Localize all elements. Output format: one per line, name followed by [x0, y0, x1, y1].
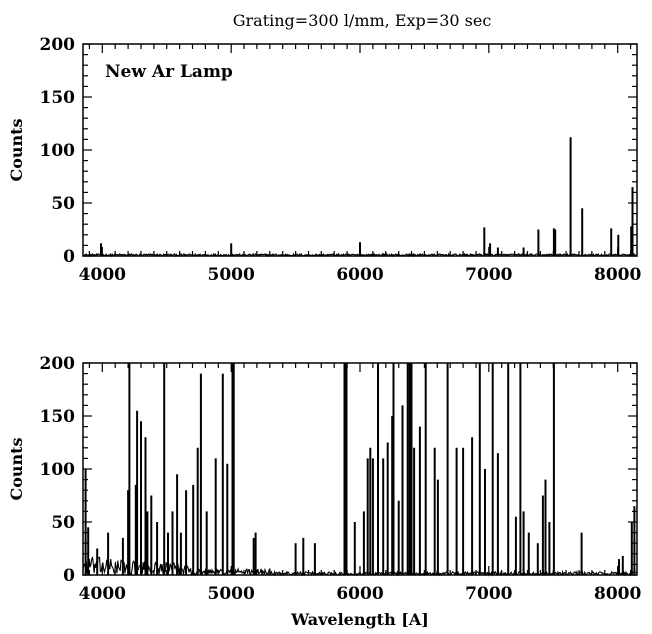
y-axis-label: Counts: [7, 118, 26, 181]
x-tick-label: 4000: [79, 265, 126, 285]
y-axis-label: Counts: [7, 437, 26, 500]
top-panel: 4000 5000 6000 7000 8000 0 50 100 150 200 Counts Ne…: [7, 35, 641, 285]
bottom-panel: 4000 5000 6000 7000 8000 0 50 100 150 200 Counts Wa…: [7, 354, 641, 629]
y-tick-label: 0: [63, 247, 75, 267]
y-tick-label: 0: [63, 566, 75, 586]
x-tick-label: 8000: [594, 265, 641, 285]
x-tick-label: 7000: [465, 584, 512, 604]
y-tick-label: 200: [40, 35, 76, 55]
y-tick-label: 150: [40, 88, 76, 108]
x-axis-label: Wavelength [A]: [290, 610, 429, 629]
panel-annotation: New Ar Lamp: [105, 62, 233, 82]
y-tick-label: 150: [40, 407, 76, 427]
x-tick-label: 5000: [207, 584, 254, 604]
y-tick-label: 200: [40, 354, 76, 374]
x-tick-label: 6000: [336, 584, 383, 604]
x-tick-label: 4000: [79, 584, 126, 604]
y-tick-label: 100: [40, 141, 76, 161]
y-tick-label: 50: [51, 513, 75, 533]
y-tick-label: 50: [51, 194, 75, 214]
y-tick-label: 100: [40, 460, 76, 480]
x-tick-label: 7000: [465, 265, 512, 285]
x-tick-label: 6000: [336, 265, 383, 285]
x-tick-label: 8000: [594, 584, 641, 604]
x-tick-label: 5000: [207, 265, 254, 285]
figure-title: Grating=300 l/mm, Exp=30 sec: [233, 11, 492, 30]
